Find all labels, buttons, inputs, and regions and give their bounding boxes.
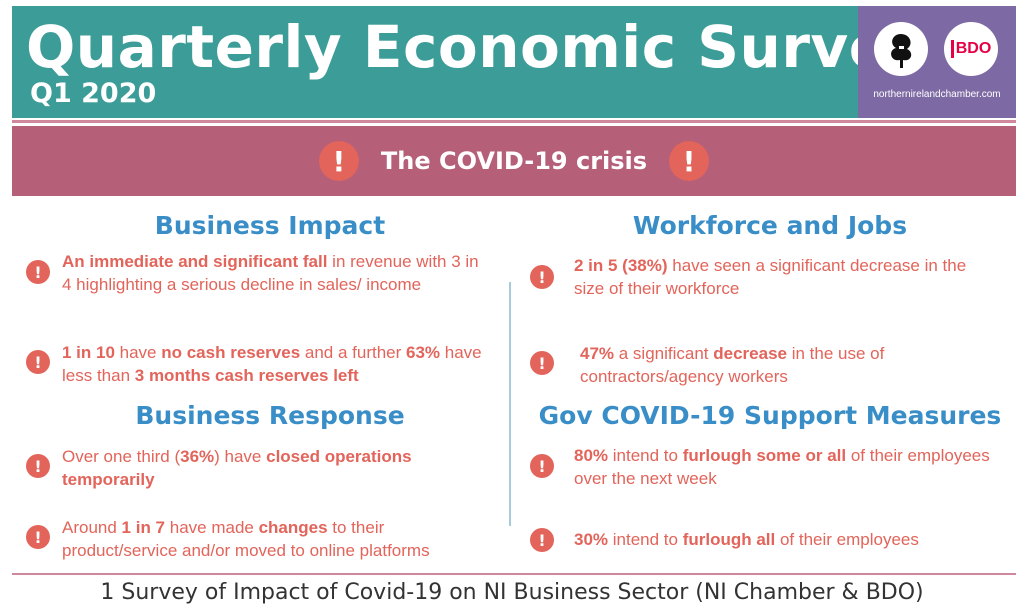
figure-caption: 1 Survey of Impact of Covid-19 on NI Bus… (100, 580, 924, 605)
chamber-logo-icon (874, 22, 928, 76)
business-impact-item-1: An immediate and significant fall in rev… (62, 252, 479, 294)
header-bar: Quarterly Economic Survey Q1 2020 (12, 6, 926, 118)
exclamation-icon: ! (26, 260, 50, 284)
business-response-heading: Business Response (135, 401, 405, 430)
page-subtitle: Q1 2020 (30, 78, 157, 109)
bdo-logo: BDO (944, 22, 998, 76)
gov-support-item-1: 80% intend to furlough some or all of th… (574, 446, 990, 488)
business-impact-heading: Business Impact (154, 211, 386, 240)
exclamation-icon: ! (26, 350, 50, 374)
exclamation-icon: ! (530, 265, 554, 289)
top-divider (12, 120, 1016, 123)
page-title: Quarterly Economic Survey (26, 13, 927, 81)
exclamation-icon: ! (530, 528, 554, 552)
business-response-item-2: Around 1 in 7 have made changes to their… (62, 518, 430, 560)
exclamation-icon: ! (318, 141, 359, 181)
workforce-jobs-heading: Workforce and Jobs (632, 211, 908, 240)
logo-url: northernirelandchamber.com (873, 89, 1001, 100)
business-response-item-1: Over one third (36%) have closed operati… (62, 447, 412, 489)
banner-title: The COVID-19 crisis (380, 147, 648, 175)
logo-panel: BDO northernirelandchamber.com (858, 6, 1016, 118)
business-impact-item-2: 1 in 10 have no cash reserves and a furt… (62, 343, 482, 385)
exclamation-icon: ! (530, 454, 554, 478)
column-divider (509, 282, 511, 526)
exclamation-icon: ! (530, 351, 554, 375)
covid-banner: ! The COVID-19 crisis ! (12, 126, 1016, 196)
gov-support-heading: Gov COVID-19 Support Measures (538, 401, 1002, 430)
bottom-divider (12, 573, 1016, 575)
flower-icon (891, 34, 912, 68)
exclamation-icon: ! (669, 141, 710, 181)
workforce-jobs-item-2: 47% a significant decrease in the use of… (580, 344, 885, 386)
workforce-jobs-item-1: 2 in 5 (38%) have seen a significant dec… (574, 256, 967, 298)
exclamation-icon: ! (26, 525, 50, 549)
gov-support-item-2: 30% intend to furlough all of their empl… (574, 530, 919, 549)
exclamation-icon: ! (26, 454, 50, 478)
bdo-logo-text: BDO (950, 40, 991, 58)
